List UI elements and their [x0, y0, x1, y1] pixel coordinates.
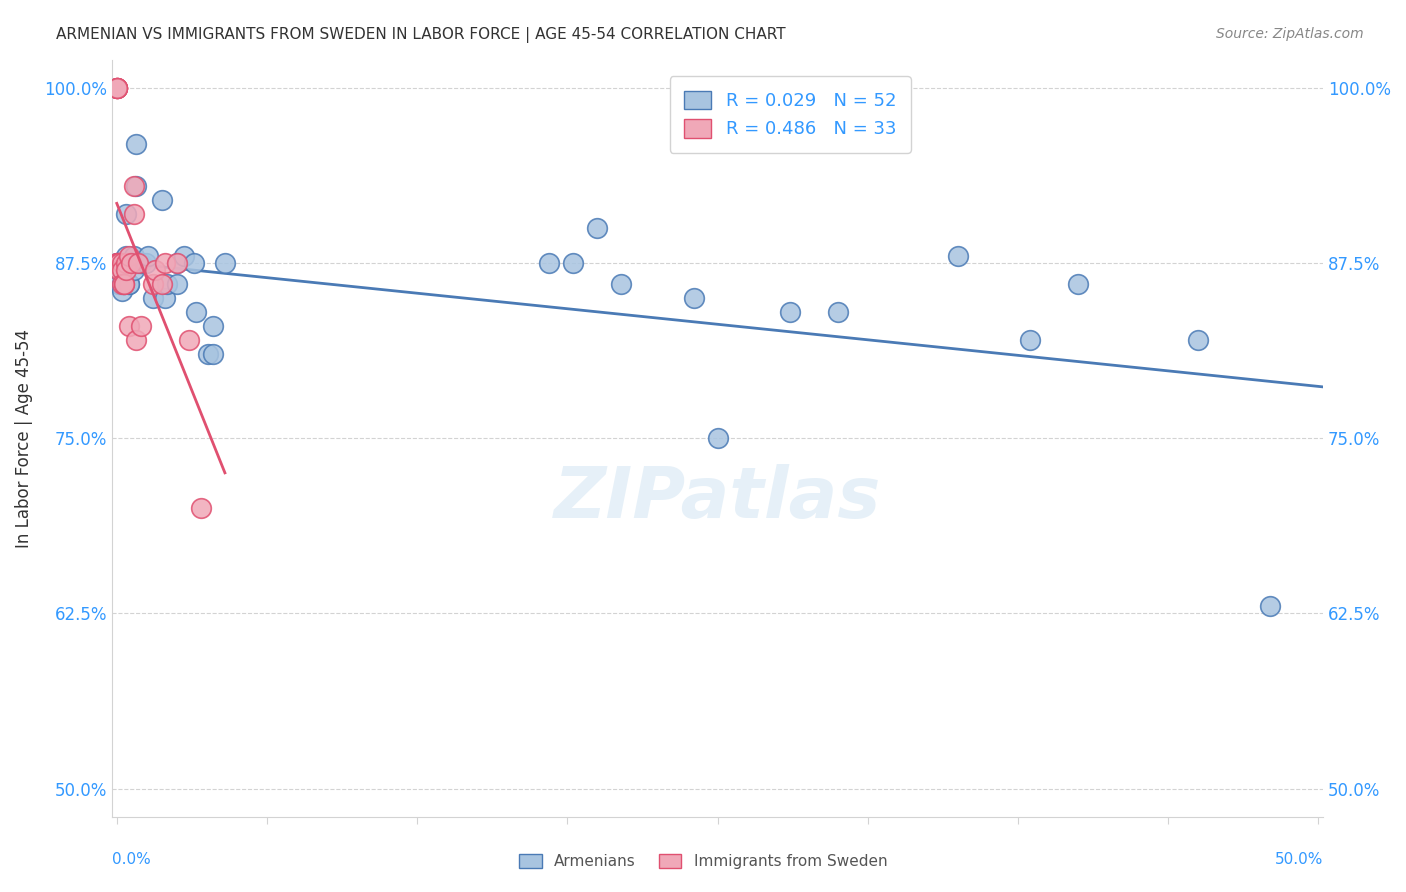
Point [135, 256, 157, 270]
Text: 0.0%: 0.0% [112, 852, 150, 867]
Point [105, 256, 128, 270]
Y-axis label: In Labor Force | Age 45-54: In Labor Force | Age 45-54 [15, 328, 32, 548]
Point [610, 277, 633, 291]
Point [105, 80, 128, 95]
Point [166, 277, 188, 291]
Point [110, 263, 132, 277]
Point [152, 277, 174, 291]
Point [110, 263, 132, 277]
Point [105, 256, 128, 270]
Text: Source: ZipAtlas.com: Source: ZipAtlas.com [1216, 27, 1364, 41]
Point [201, 318, 224, 333]
Point [125, 333, 148, 347]
Legend: Armenians, Immigrants from Sweden: Armenians, Immigrants from Sweden [513, 848, 893, 875]
Point [105, 80, 128, 95]
Point [108, 256, 131, 270]
Point [108, 263, 131, 277]
Text: ARMENIAN VS IMMIGRANTS FROM SWEDEN IN LABOR FORCE | AGE 45-54 CORRELATION CHART: ARMENIAN VS IMMIGRANTS FROM SWEDEN IN LA… [56, 27, 786, 43]
Point [118, 256, 141, 270]
Point [105, 80, 128, 95]
Point [184, 305, 207, 319]
Point [118, 277, 141, 291]
Point [173, 249, 195, 263]
Point [115, 207, 138, 221]
Point [183, 256, 205, 270]
Point [105, 256, 128, 270]
Point [166, 256, 188, 270]
Point [136, 249, 159, 263]
Point [827, 305, 849, 319]
Point [125, 136, 148, 151]
Point [1258, 599, 1281, 614]
Point [538, 256, 561, 270]
Point [108, 256, 131, 270]
Point [115, 249, 138, 263]
Point [108, 256, 131, 270]
Point [110, 256, 132, 270]
Point [1067, 277, 1090, 291]
Point [122, 207, 145, 221]
Text: ZIPatlas: ZIPatlas [554, 464, 882, 533]
Point [105, 80, 128, 95]
Point [214, 256, 236, 270]
Point [108, 277, 131, 291]
Point [142, 277, 165, 291]
Legend: R = 0.029   N = 52, R = 0.486   N = 33: R = 0.029 N = 52, R = 0.486 N = 33 [669, 76, 911, 153]
Point [129, 256, 152, 270]
Text: 50.0%: 50.0% [1275, 852, 1323, 867]
Point [112, 256, 135, 270]
Point [118, 249, 141, 263]
Point [112, 277, 135, 291]
Point [197, 347, 219, 361]
Point [108, 277, 131, 291]
Point [129, 256, 152, 270]
Point [105, 263, 128, 277]
Point [156, 277, 179, 291]
Point [110, 277, 132, 291]
Point [682, 291, 704, 305]
Point [112, 277, 135, 291]
Point [105, 256, 128, 270]
Point [110, 277, 132, 291]
Point [152, 193, 174, 207]
Point [122, 249, 145, 263]
Point [562, 256, 585, 270]
Point [120, 256, 142, 270]
Point [1187, 333, 1209, 347]
Point [143, 263, 166, 277]
Point [129, 318, 152, 333]
Point [946, 249, 969, 263]
Point [110, 284, 132, 298]
Point [118, 277, 141, 291]
Point [122, 263, 145, 277]
Point [201, 347, 224, 361]
Point [586, 220, 609, 235]
Point [125, 178, 148, 193]
Point [105, 80, 128, 95]
Point [118, 318, 141, 333]
Point [142, 291, 165, 305]
Point [177, 333, 200, 347]
Point [779, 305, 801, 319]
Point [112, 277, 135, 291]
Point [127, 256, 149, 270]
Point [1019, 333, 1042, 347]
Point [122, 178, 145, 193]
Point [153, 291, 176, 305]
Point [166, 256, 188, 270]
Point [110, 256, 132, 270]
Point [153, 256, 176, 270]
Point [115, 256, 138, 270]
Point [105, 80, 128, 95]
Point [115, 263, 138, 277]
Point [105, 263, 128, 277]
Point [706, 431, 728, 445]
Point [190, 501, 212, 516]
